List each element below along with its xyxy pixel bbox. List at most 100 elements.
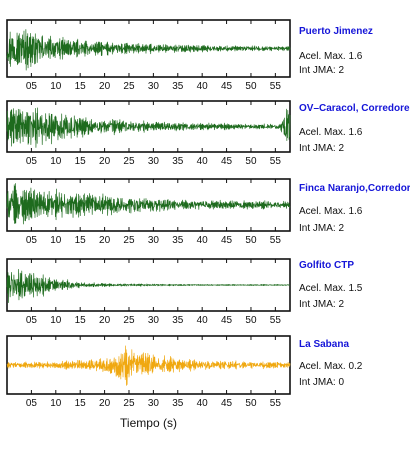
acel-value-0: 1.6	[348, 51, 362, 62]
station-name-1: OV–Caracol, Corredores	[299, 103, 410, 114]
panel-0-ticks: 05 10 15 20 25 30 35 40 45 50 55	[26, 20, 282, 92]
x-tick-label: 45	[221, 398, 233, 409]
x-tick-label: 30	[148, 156, 160, 167]
x-tick-label: 05	[26, 81, 38, 92]
x-tick-label: 55	[270, 81, 282, 92]
trace-golfito-ctp	[6, 269, 291, 303]
x-tick-label: 25	[123, 81, 135, 92]
x-tick-label: 35	[172, 235, 184, 246]
acel-value-4: 0.2	[348, 361, 362, 372]
x-tick-label: 55	[270, 156, 282, 167]
x-axis-label: Tiempo (s)	[120, 416, 177, 430]
x-tick-label: 05	[26, 315, 38, 326]
int-label-4: Int JMA:	[299, 377, 336, 388]
int-jma-0: Int JMA: 2	[299, 65, 344, 76]
x-tick-label: 15	[75, 156, 87, 167]
int-jma-2: Int JMA: 2	[299, 223, 344, 234]
x-tick-label: 35	[172, 315, 184, 326]
trace-finca-naranjo-corredores	[6, 183, 291, 225]
acel-label-0: Acel. Max.	[299, 51, 346, 62]
int-label-3: Int JMA:	[299, 299, 336, 310]
x-tick-label: 25	[123, 398, 135, 409]
acel-value-2: 1.6	[348, 206, 362, 217]
acel-label-4: Acel. Max.	[299, 361, 346, 372]
acel-value-1: 1.6	[348, 127, 362, 138]
x-tick-label: 25	[123, 156, 135, 167]
x-tick-label: 50	[245, 156, 257, 167]
int-jma-1: Int JMA: 2	[299, 143, 344, 154]
x-tick-label: 45	[221, 315, 233, 326]
x-tick-label: 10	[50, 156, 62, 167]
x-tick-label: 50	[245, 81, 257, 92]
x-tick-label: 15	[75, 235, 87, 246]
x-tick-label: 50	[245, 235, 257, 246]
x-tick-label: 20	[99, 398, 111, 409]
x-tick-label: 35	[172, 398, 184, 409]
x-tick-label: 25	[123, 235, 135, 246]
panel-2: 05 10 15 20 25 30 35 40 45 50 55 Finca Naranjo,Cor…	[6, 178, 410, 246]
x-tick-label: 30	[148, 398, 160, 409]
acel-max-0: Acel. Max. 1.6	[299, 51, 363, 62]
x-tick-label: 15	[75, 398, 87, 409]
x-tick-label: 05	[26, 398, 38, 409]
x-tick-label: 25	[123, 315, 135, 326]
int-value-0: 2	[338, 65, 344, 76]
x-tick-label: 55	[270, 235, 282, 246]
x-tick-label: 55	[270, 398, 282, 409]
int-jma-4: Int JMA: 0	[299, 377, 344, 388]
station-name-2: Finca Naranjo,Corredores	[299, 183, 410, 194]
x-tick-label: 40	[197, 235, 209, 246]
x-tick-label: 30	[148, 81, 160, 92]
x-tick-label: 35	[172, 81, 184, 92]
panel-1-ticks: 05 10 15 20 25 30 35 40 45 50 55	[26, 101, 282, 167]
x-tick-label: 05	[26, 156, 38, 167]
x-tick-label: 40	[197, 81, 209, 92]
int-value-3: 2	[338, 299, 344, 310]
panel-4-ticks: 05 10 15 20 25 30 35 40 45 50 55	[26, 336, 282, 409]
trace-la-sabana	[6, 345, 291, 386]
x-tick-label: 35	[172, 156, 184, 167]
acel-max-4: Acel. Max. 0.2	[299, 361, 363, 372]
acel-label-2: Acel. Max.	[299, 206, 346, 217]
acel-max-2: Acel. Max. 1.6	[299, 206, 363, 217]
x-tick-label: 30	[148, 315, 160, 326]
x-tick-label: 15	[75, 81, 87, 92]
x-tick-label: 20	[99, 156, 111, 167]
station-name-3: Golfito CTP	[299, 260, 354, 271]
x-tick-label: 30	[148, 235, 160, 246]
panel-1: 05 10 15 20 25 30 35 40 45 50 55 OV–Caracol, Corre…	[6, 100, 410, 167]
panel-4: 05 10 15 20 25 30 35 40 45 50 55 La Sabana Acel. M…	[6, 335, 363, 409]
x-tick-label: 10	[50, 81, 62, 92]
acel-label-1: Acel. Max.	[299, 127, 346, 138]
x-tick-label: 55	[270, 315, 282, 326]
x-tick-label: 20	[99, 235, 111, 246]
int-label-1: Int JMA:	[299, 143, 336, 154]
panel-2-ticks: 05 10 15 20 25 30 35 40 45 50 55	[26, 179, 282, 246]
x-tick-label: 40	[197, 156, 209, 167]
panel-3-ticks: 05 10 15 20 25 30 35 40 45 50 55	[26, 259, 282, 326]
x-tick-label: 50	[245, 398, 257, 409]
acel-value-3: 1.5	[348, 283, 362, 294]
station-name-4: La Sabana	[299, 339, 349, 350]
x-tick-label: 15	[75, 315, 87, 326]
int-value-1: 2	[338, 143, 344, 154]
trace-ov-caracol-corredores	[6, 107, 291, 148]
int-label-0: Int JMA:	[299, 65, 336, 76]
x-tick-label: 50	[245, 315, 257, 326]
x-tick-label: 45	[221, 235, 233, 246]
x-tick-label: 05	[26, 235, 38, 246]
x-tick-label: 10	[50, 398, 62, 409]
int-label-2: Int JMA:	[299, 223, 336, 234]
acel-label-3: Acel. Max.	[299, 283, 346, 294]
int-jma-3: Int JMA: 2	[299, 299, 344, 310]
x-tick-label: 45	[221, 81, 233, 92]
x-tick-label: 20	[99, 81, 111, 92]
x-tick-label: 20	[99, 315, 111, 326]
trace-puerto-jimenez	[6, 29, 291, 71]
acel-max-3: Acel. Max. 1.5	[299, 283, 363, 294]
panel-0: 05 10 15 20 25 30 35 40 45 50 55 Puerto Jimenez Ac…	[6, 19, 373, 92]
x-tick-label: 10	[50, 235, 62, 246]
panel-3: 05 10 15 20 25 30 35 40 45 50 55 Golfito CTP Acel.…	[6, 258, 363, 326]
